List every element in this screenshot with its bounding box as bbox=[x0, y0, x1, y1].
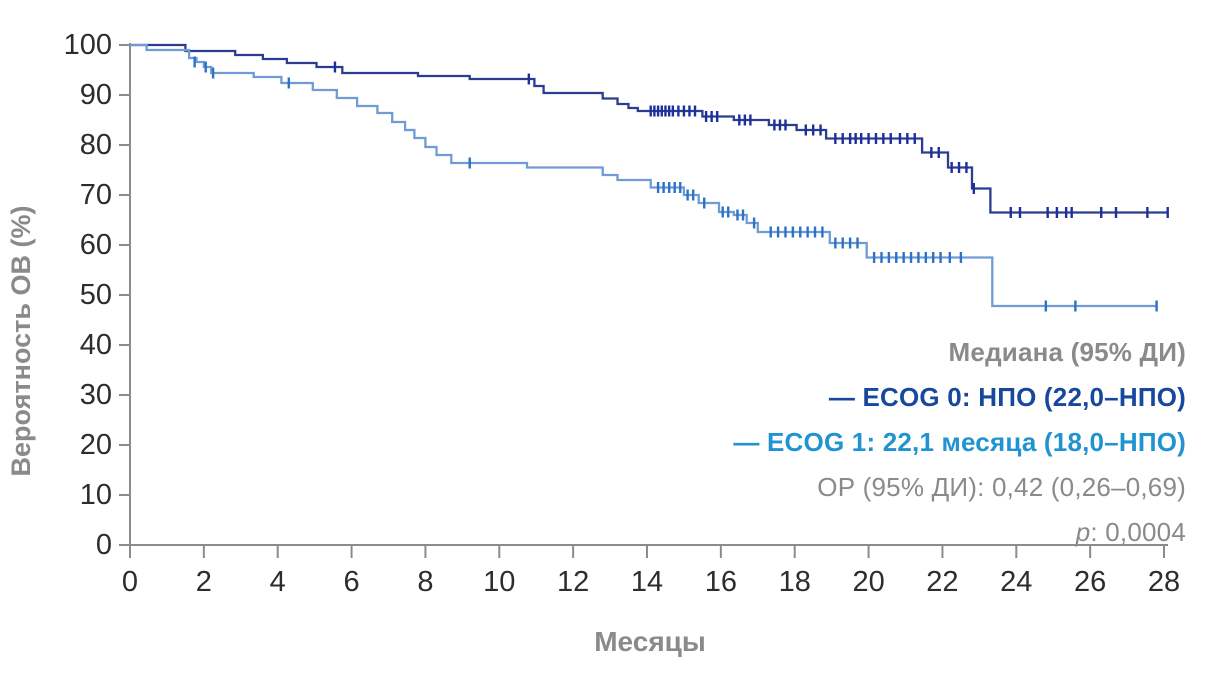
x-tick-label: 14 bbox=[631, 566, 663, 598]
x-tick-label: 24 bbox=[1000, 566, 1032, 598]
y-tick-label: 50 bbox=[80, 279, 112, 311]
x-tick-label: 20 bbox=[852, 566, 884, 598]
legend-hazard-ratio: ОР (95% ДИ): 0,42 (0,26–0,69) bbox=[817, 472, 1186, 502]
y-tick-label: 20 bbox=[80, 429, 112, 461]
legend: Медиана (95% ДИ) — ECOG 0: НПО (22,0–НПО… bbox=[733, 330, 1186, 555]
x-tick-label: 8 bbox=[417, 566, 433, 598]
x-tick-label: 0 bbox=[122, 566, 138, 598]
x-tick-label: 16 bbox=[705, 566, 737, 598]
p-symbol: p bbox=[1075, 517, 1091, 547]
y-tick-label: 70 bbox=[80, 179, 112, 211]
legend-p-value: p: 0,0004 bbox=[733, 510, 1186, 555]
x-tick-label: 26 bbox=[1074, 566, 1106, 598]
x-tick-label: 28 bbox=[1148, 566, 1180, 598]
y-tick-label: 30 bbox=[80, 379, 112, 411]
legend-ecog1-entry: — ECOG 1: 22,1 месяца (18,0–НПО) bbox=[733, 427, 1186, 457]
km-curve-ecog1 bbox=[130, 43, 1157, 308]
x-axis-title: Месяцы bbox=[594, 626, 706, 657]
y-tick-label: 0 bbox=[96, 529, 112, 561]
x-tick-label: 12 bbox=[557, 566, 589, 598]
y-tick-label: 80 bbox=[80, 129, 112, 161]
x-tick-label: 6 bbox=[344, 566, 360, 598]
y-tick-label: 40 bbox=[80, 329, 112, 361]
y-axis-title: Вероятность ОВ (%) bbox=[6, 206, 36, 477]
y-tick-label: 10 bbox=[80, 479, 112, 511]
km-curve-ecog0 bbox=[130, 43, 1168, 214]
x-tick-label: 4 bbox=[270, 566, 286, 598]
x-tick-label: 10 bbox=[483, 566, 515, 598]
x-tick-label: 18 bbox=[779, 566, 811, 598]
x-tick-label: 2 bbox=[196, 566, 212, 598]
y-tick-label: 90 bbox=[80, 79, 112, 111]
legend-median-header: Медиана (95% ДИ) bbox=[948, 337, 1186, 367]
y-tick-label: 100 bbox=[64, 29, 112, 61]
y-tick-label: 60 bbox=[80, 229, 112, 261]
p-value-text: : 0,0004 bbox=[1090, 517, 1186, 547]
legend-ecog0-entry: — ECOG 0: НПО (22,0–НПО) bbox=[828, 382, 1186, 412]
x-tick-label: 22 bbox=[926, 566, 958, 598]
